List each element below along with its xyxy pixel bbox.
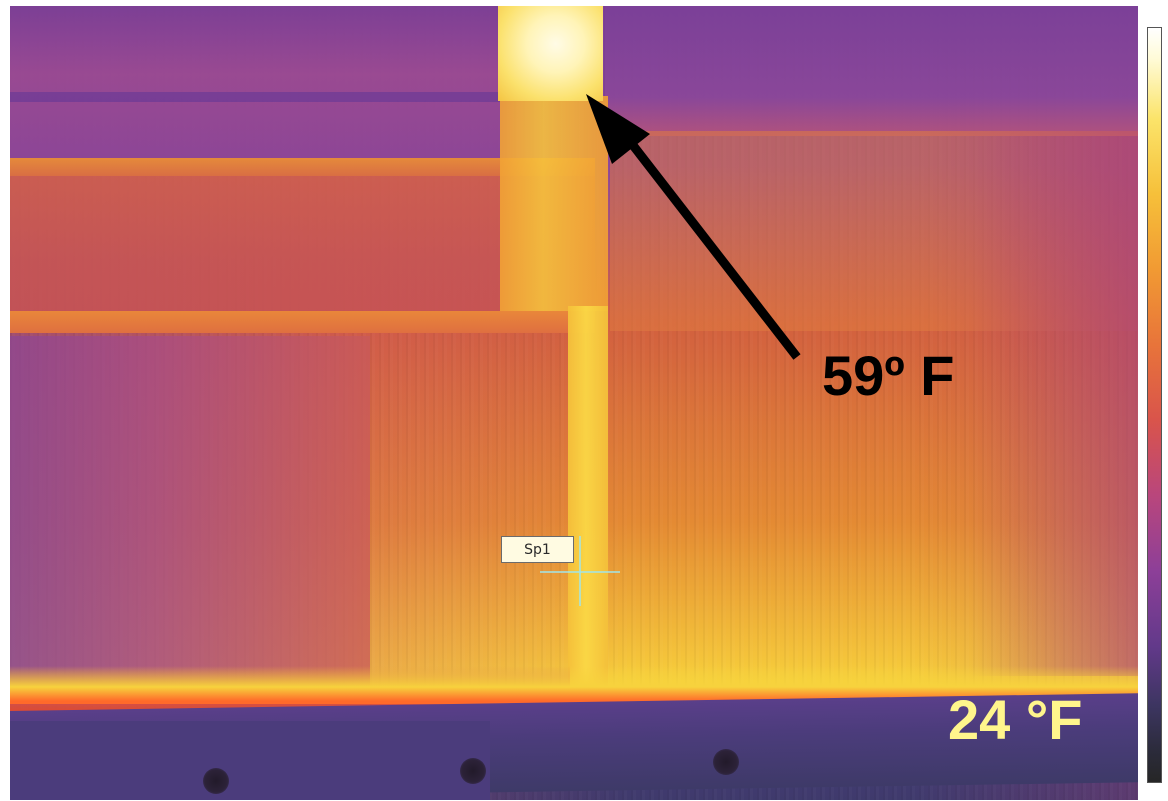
mid-left-band [10,176,595,316]
cold-temperature-label: 24 °F [948,688,1083,751]
cold-region-upper-right [605,6,1138,136]
cold-floor-left [10,721,490,800]
crosshair-icon-vertical[interactable] [579,536,581,606]
cold-region-lower-left [10,336,370,706]
hot-column [500,96,608,311]
cool-edge-right [970,136,1138,676]
spot-marker-label[interactable]: Sp1 [501,536,574,563]
warm-stud [568,306,608,701]
thermal-image [10,6,1138,800]
cold-region-upper-left [10,6,500,158]
hotspot [498,6,603,101]
warm-strip-middle [10,311,595,333]
anchor-bolt [203,768,229,794]
cold-stripe [10,92,500,102]
warm-strip-upper [10,158,595,176]
color-scale-bar [1147,27,1162,783]
anchor-bolt [713,749,739,775]
anchor-bolt [460,758,486,784]
hot-temperature-label: 59º F [822,344,955,407]
